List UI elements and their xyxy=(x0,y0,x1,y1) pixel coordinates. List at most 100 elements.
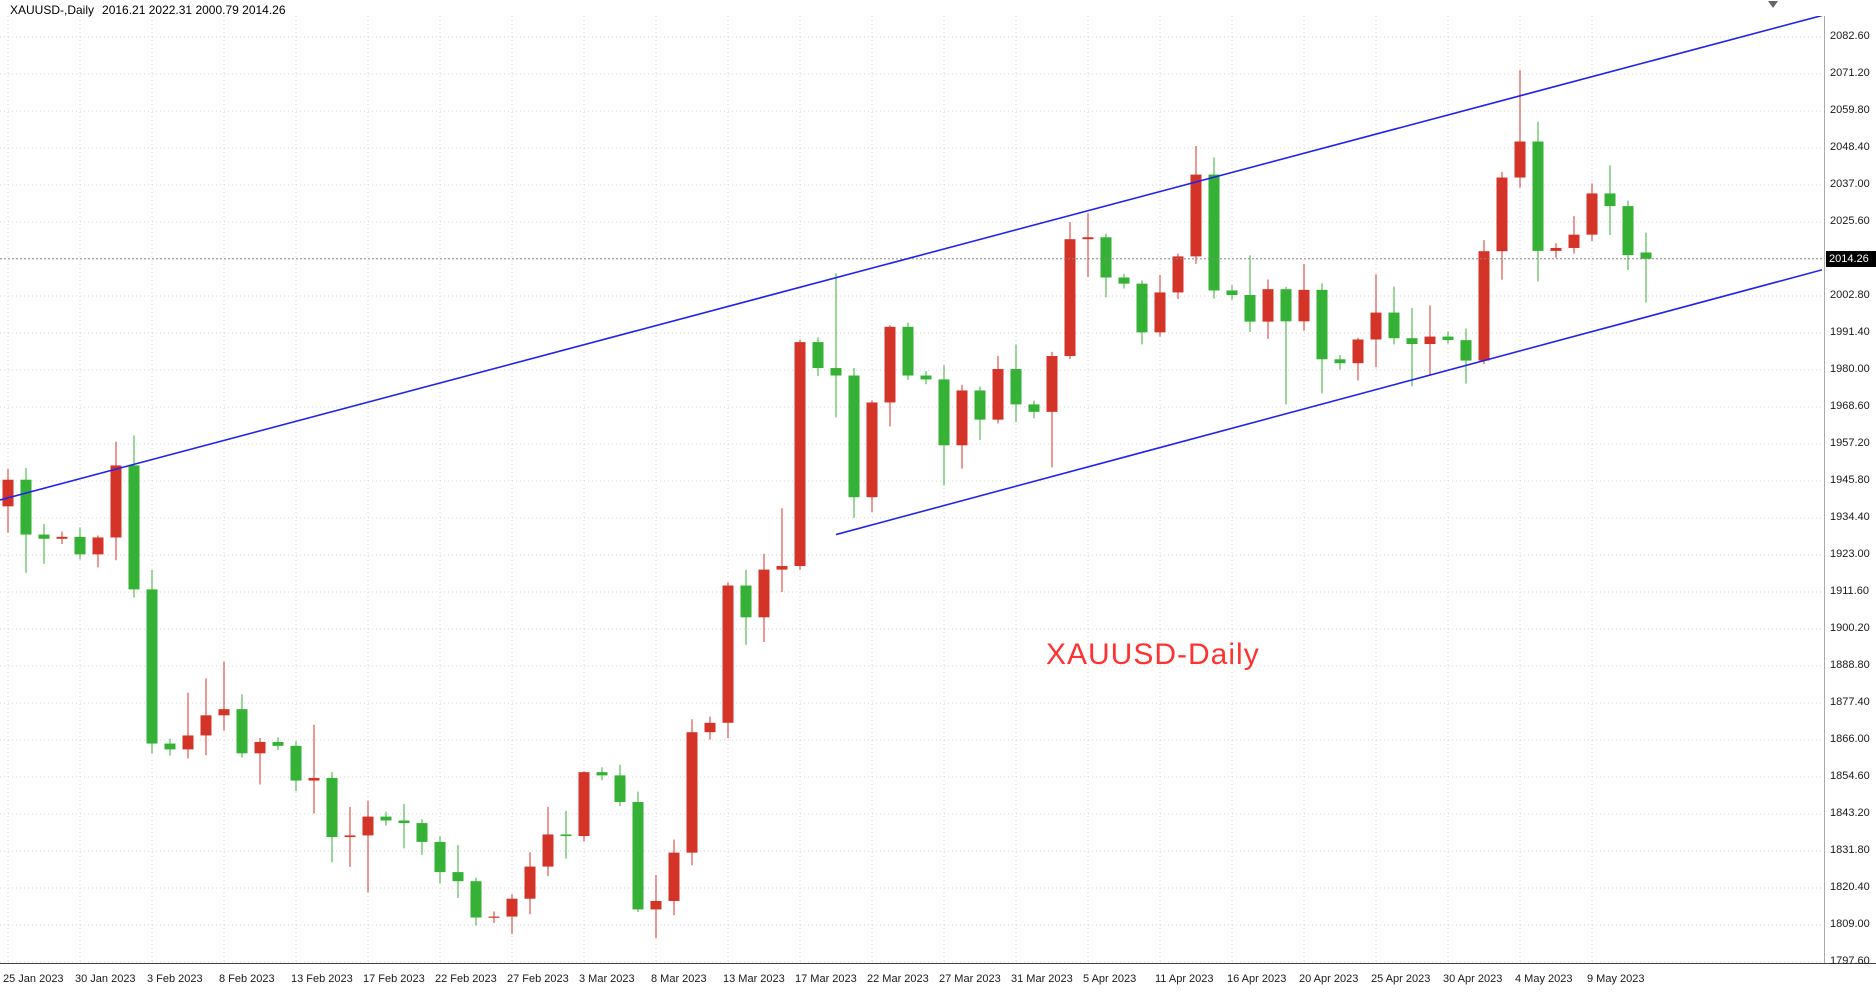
date-axis[interactable]: 25 Jan 2023 30 Jan 2023 3 Feb 2023 8 Feb 20… xyxy=(0,964,1876,997)
candle-body xyxy=(1406,338,1418,345)
date-axis-label: 22 Mar 2023 xyxy=(867,973,929,985)
price-axis-label: 1911.60 xyxy=(1830,585,1869,597)
candle-body xyxy=(1640,252,1652,259)
date-axis-label: 5 Apr 2023 xyxy=(1083,973,1137,985)
price-axis-label: 2048.40 xyxy=(1830,141,1870,153)
candle-body xyxy=(1172,256,1184,293)
date-axis-label: 25 Apr 2023 xyxy=(1371,973,1431,985)
price-axis-label: 1809.00 xyxy=(1830,918,1870,930)
candle-body xyxy=(632,801,644,910)
price-axis-label: 2059.80 xyxy=(1830,104,1870,116)
candle-body xyxy=(74,536,86,555)
candle-body xyxy=(1352,339,1364,364)
date-axis-label: 22 Feb 2023 xyxy=(435,973,497,985)
candle-body xyxy=(1010,369,1022,405)
price-axis-label: 1945.80 xyxy=(1830,474,1870,486)
candle-body xyxy=(812,342,824,369)
candle-body xyxy=(164,743,176,750)
candle-body xyxy=(830,368,842,376)
candle-body xyxy=(1046,356,1058,412)
chart-shift-marker[interactable] xyxy=(1768,1,1778,8)
candle-body xyxy=(1478,251,1490,361)
price-axis-label: 1923.00 xyxy=(1830,548,1870,560)
candle-body xyxy=(848,375,860,498)
candle-body xyxy=(1298,289,1310,322)
date-axis-label: 4 May 2023 xyxy=(1515,973,1573,985)
candle-body xyxy=(92,537,104,555)
candle-body xyxy=(272,741,284,746)
candle-body xyxy=(1586,193,1598,235)
price-axis-label: 2037.00 xyxy=(1830,178,1870,190)
candle-body xyxy=(434,841,446,873)
date-axis-label: 3 Mar 2023 xyxy=(579,973,635,985)
price-axis[interactable]: 2082.60 2071.20 2059.80 2048.40 2037.00 2025.… xyxy=(0,0,1876,967)
chart-ohlc-values: 2016.21 2022.31 2000.79 2014.26 xyxy=(102,3,286,17)
candle-body xyxy=(578,772,590,837)
candle-body xyxy=(794,342,806,567)
candle-body xyxy=(1550,247,1562,251)
channel-lower-trendline[interactable] xyxy=(835,269,1822,536)
candle-body xyxy=(650,900,662,910)
chart-annotation[interactable]: XAUUSD-Daily xyxy=(1046,638,1260,671)
candle-body xyxy=(146,589,158,744)
candle-body xyxy=(1514,141,1526,178)
chart-symbol-period: XAUUSD-,Daily xyxy=(10,3,95,17)
price-axis-label: 1968.60 xyxy=(1830,400,1870,412)
current-price-tag: 2014.26 xyxy=(1826,250,1876,267)
date-axis-label: 17 Mar 2023 xyxy=(795,973,857,985)
candle-body xyxy=(992,369,1004,420)
date-axis-label: 17 Feb 2023 xyxy=(363,973,425,985)
date-axis-label: 30 Apr 2023 xyxy=(1443,973,1503,985)
date-axis-label: 9 May 2023 xyxy=(1587,973,1645,985)
candle-body xyxy=(668,852,680,901)
price-axis-label: 1877.40 xyxy=(1830,696,1870,708)
candle-body xyxy=(560,834,572,837)
candle-body xyxy=(128,465,140,590)
candle-body xyxy=(344,835,356,838)
channel-upper-trendline[interactable] xyxy=(0,16,1822,501)
candle-body xyxy=(740,585,752,618)
candle-body xyxy=(1532,141,1544,251)
candle-body xyxy=(776,566,788,570)
candle-body xyxy=(200,715,212,736)
candle-body xyxy=(20,479,32,535)
candle-body xyxy=(1262,289,1274,322)
candle-body xyxy=(1370,312,1382,340)
candle-body xyxy=(380,816,392,821)
candle-body xyxy=(1028,404,1040,412)
candle-body xyxy=(920,375,932,380)
price-axis-label: 1854.60 xyxy=(1830,770,1870,782)
candle-body xyxy=(218,709,230,716)
date-axis-label: 30 Jan 2023 xyxy=(75,973,136,985)
candle-body xyxy=(308,777,320,781)
candle-body xyxy=(182,735,194,750)
candle-body xyxy=(1622,206,1634,256)
candle-body xyxy=(1334,359,1346,364)
candle-body xyxy=(596,772,608,776)
candle-body xyxy=(1388,312,1400,339)
candle-body xyxy=(1460,340,1472,361)
candle-body xyxy=(398,820,410,824)
price-axis-label: 1843.20 xyxy=(1830,807,1870,819)
candle-body xyxy=(722,585,734,723)
price-axis-label: 1820.40 xyxy=(1830,881,1870,893)
price-axis-label: 2082.60 xyxy=(1830,30,1870,42)
date-axis-label: 27 Mar 2023 xyxy=(939,973,1001,985)
candle-body xyxy=(1136,283,1148,333)
candle-body xyxy=(416,823,428,842)
price-axis-label: 1934.40 xyxy=(1830,511,1870,523)
price-axis-label: 1797.60 xyxy=(1830,955,1870,967)
candle-body xyxy=(1244,295,1256,322)
date-axis-label: 27 Feb 2023 xyxy=(507,973,569,985)
candle-body xyxy=(470,881,482,918)
candle-body xyxy=(1424,336,1436,345)
candle-body xyxy=(1100,237,1112,278)
candle-body xyxy=(1208,174,1220,291)
price-axis-label: 1866.00 xyxy=(1830,733,1870,745)
price-axis-label: 2025.60 xyxy=(1830,215,1870,227)
candle-body xyxy=(704,722,716,733)
candle-body xyxy=(236,709,248,754)
date-axis-label: 25 Jan 2023 xyxy=(3,973,64,985)
candle-body xyxy=(686,732,698,853)
